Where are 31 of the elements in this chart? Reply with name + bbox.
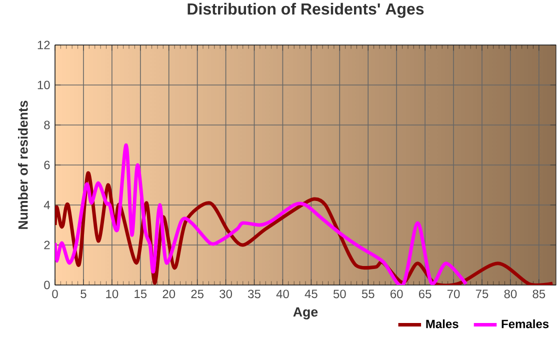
x-tick-label: 45 [304, 290, 318, 298]
x-tick-label: 85 [532, 290, 546, 298]
x-tick-label: 40 [276, 290, 289, 298]
x-tick-label: 80 [504, 290, 517, 298]
x-tick-label: 35 [248, 290, 260, 298]
y-axis-title: Number of residents [18, 100, 28, 229]
x-tick-label: 15 [134, 290, 147, 298]
line-series [55, 143, 468, 285]
x-tick-label: 50 [333, 290, 346, 298]
x-tick-label: 5 [80, 290, 86, 298]
y-tick-label: 2 [44, 240, 50, 250]
x-tick-label: 55 [362, 290, 374, 298]
x-tick-label: 70 [447, 290, 460, 298]
x-tick-label: 75 [476, 290, 488, 298]
y-tick-label: 10 [38, 80, 50, 90]
y-tick-label: 12 [38, 40, 50, 50]
y-tick-label: 8 [44, 120, 50, 130]
y-tick-label: 4 [44, 200, 50, 210]
x-tick-label: 0 [52, 290, 58, 298]
x-tick-label: 25 [191, 290, 204, 298]
x-tick-label: 65 [418, 290, 432, 298]
x-tick-label: 30 [220, 290, 232, 298]
y-tick-label: 6 [44, 160, 50, 170]
x-tick-label: 10 [106, 290, 118, 298]
legend-label: Males [426, 319, 458, 328]
x-axis-title: Age [293, 307, 318, 320]
legend-label: Females [502, 319, 549, 328]
x-tick-label: 60 [390, 290, 403, 298]
x-tick-label: 20 [162, 290, 176, 298]
y-tick-label: 0 [44, 280, 50, 290]
chart-title: Distribution of Residents' Ages [188, 2, 424, 18]
